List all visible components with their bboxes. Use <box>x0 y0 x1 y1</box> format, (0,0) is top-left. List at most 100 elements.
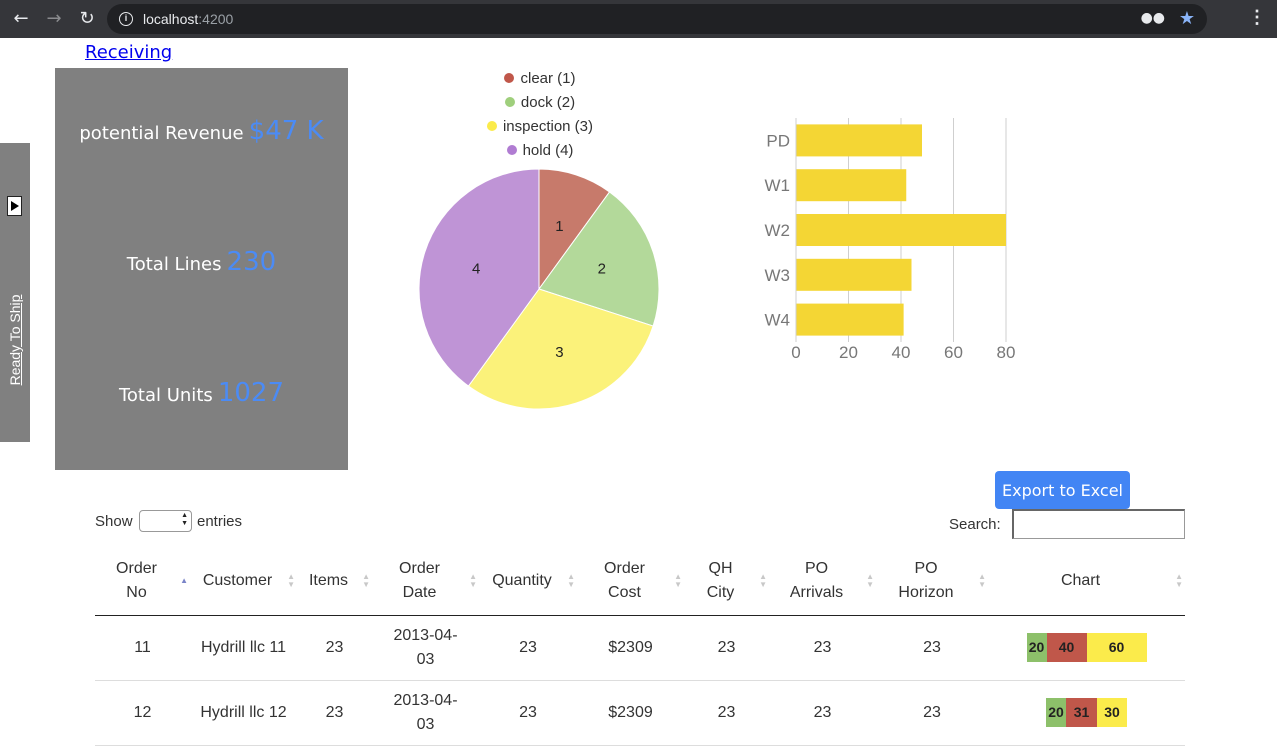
bar[interactable] <box>796 124 922 157</box>
column-header-label: Items <box>308 572 349 590</box>
sort-icon[interactable]: ▲ ▼ <box>978 572 986 590</box>
info-icon[interactable]: i <box>119 12 133 26</box>
pie-slice[interactable] <box>538 191 660 327</box>
sort-icon[interactable]: ▲ ▼ <box>759 572 767 590</box>
bar[interactable] <box>796 214 1006 246</box>
mini-bar-segment: 30 <box>1097 698 1127 727</box>
column-header-label: Quantity <box>492 572 552 590</box>
mini-bar-segment: 31 <box>1066 698 1097 727</box>
chart-cell: 20 40 60 <box>988 615 1185 681</box>
url-host: localhost <box>143 11 199 27</box>
lines-value: 230 <box>226 247 277 277</box>
bar[interactable] <box>796 258 912 291</box>
table-cell: 23 <box>479 680 577 746</box>
pie-slice[interactable] <box>418 168 540 387</box>
legend-item[interactable]: dock (2) <box>380 94 700 111</box>
sort-icon[interactable]: ▲ ▼ <box>287 572 295 590</box>
table-cell: 12 <box>95 680 190 746</box>
sort-icon[interactable]: ▲ ▼ <box>567 572 575 590</box>
legend-dot-icon <box>506 145 517 155</box>
table-cell: Hydrill llc 12 <box>190 680 297 746</box>
lines-label: Total Lines <box>126 254 222 275</box>
sort-icon[interactable]: ▲ ▼ <box>362 572 370 590</box>
search-input[interactable] <box>1012 509 1185 539</box>
mini-bar-segment: 20 <box>1026 633 1047 662</box>
pie-slice-label: 2 <box>598 261 606 278</box>
table-row[interactable]: 12 Hydrill llc 12 23 2013-04- 03 23 $2309 23 23… <box>95 680 1185 746</box>
export-excel-button[interactable]: Export to Excel <box>995 471 1130 509</box>
kebab-menu-icon[interactable]: ⋮ <box>1248 7 1266 27</box>
column-header[interactable]: Items ▲ ▼ <box>297 548 372 616</box>
entries-select[interactable] <box>139 510 192 532</box>
table-cell: 23 <box>876 615 988 681</box>
table-cell: $2309 <box>577 680 684 746</box>
table-row[interactable]: 11 Hydrill llc 11 23 2013-04- 03 23 $2309 23 23… <box>95 615 1185 681</box>
bar[interactable] <box>796 169 907 202</box>
column-header[interactable]: Quantity ▲ ▼ <box>479 548 577 616</box>
column-header[interactable]: PO Horizon ▲ ▼ <box>876 548 988 616</box>
revenue-label: potential Revenue <box>79 123 244 144</box>
y-category-label: W1 <box>765 176 791 195</box>
table-body: 11 Hydrill llc 11 23 2013-04- 03 23 $2309 23 23… <box>95 615 1185 746</box>
legend-dot-icon <box>486 121 497 131</box>
ready-to-ship-label[interactable]: Ready To Ship <box>7 294 23 386</box>
y-category-label: W2 <box>765 221 791 240</box>
table-header-row: Order No ▲ Customer ▲ ▼ Items ▲ ▼ Order Date ▲ … <box>95 548 1185 616</box>
warehouse-bar-chart: 0 20 40 60 80 PD W1 W2 W3 W4 <box>740 110 1040 370</box>
pie-slice[interactable] <box>467 288 654 410</box>
column-header[interactable]: Customer ▲ ▼ <box>190 548 297 616</box>
table-cell: 23 <box>876 680 988 746</box>
sort-icon[interactable]: ▲ ▼ <box>866 572 874 590</box>
receiving-link[interactable]: Receiving <box>85 42 173 63</box>
y-category-label: W3 <box>765 266 791 285</box>
column-header-label: Order No <box>116 560 157 602</box>
ready-to-ship-sidebar[interactable] <box>0 143 30 442</box>
units-value: 1027 <box>217 378 285 408</box>
orders-table: Order No ▲ Customer ▲ ▼ Items ▲ ▼ Order Date ▲ … <box>95 548 1185 746</box>
lines-stat: Total Lines 230 <box>55 247 348 277</box>
units-label: Total Units <box>118 385 213 406</box>
sort-icon[interactable]: ▲ ▼ <box>1175 572 1183 590</box>
expand-toggle-icon[interactable] <box>7 196 22 216</box>
address-bar[interactable]: i localhost:4200 ●● ★ <box>107 4 1207 34</box>
column-header[interactable]: Chart ▲ ▼ <box>988 548 1185 616</box>
chart-cell: 20 31 30 <box>988 680 1185 746</box>
incognito-icon[interactable]: ●● <box>1140 10 1165 26</box>
legend-label: dock (2) <box>520 94 576 111</box>
column-header[interactable]: PO Arrivals ▲ ▼ <box>769 548 876 616</box>
units-stat: Total Units 1027 <box>55 378 348 408</box>
back-arrow-icon[interactable]: ← <box>13 8 29 29</box>
bookmark-star-icon[interactable]: ★ <box>1178 8 1195 29</box>
url-port: :4200 <box>198 11 234 27</box>
legend-dot-icon <box>504 97 515 107</box>
bar[interactable] <box>796 303 904 336</box>
table-cell: $2309 <box>577 615 684 681</box>
pie-slice-label: 1 <box>555 218 563 235</box>
x-tick-label: 60 <box>944 343 963 362</box>
sort-icon[interactable]: ▲ ▼ <box>674 572 682 590</box>
column-header[interactable]: Order Cost ▲ ▼ <box>577 548 684 616</box>
legend-item[interactable]: hold (4) <box>380 142 700 159</box>
mini-stacked-bar: 20 40 60 <box>1026 633 1147 662</box>
column-header-label: Order Cost <box>604 560 645 602</box>
y-category-label: PD <box>766 131 790 150</box>
forward-arrow-icon[interactable]: → <box>46 8 62 29</box>
table-cell: 23 <box>479 615 577 681</box>
stats-panel: potential Revenue $47 K Total Lines 230 … <box>55 68 348 470</box>
pie-slice[interactable] <box>538 168 611 291</box>
table-cell: 23 <box>769 615 876 681</box>
table-cell: 23 <box>297 680 372 746</box>
column-header[interactable]: Order Date ▲ ▼ <box>372 548 479 616</box>
pie-slice-label: 3 <box>555 344 563 361</box>
sort-ascending-icon[interactable]: ▲ <box>180 576 188 586</box>
x-tick-label: 0 <box>791 343 800 362</box>
reload-icon[interactable]: ↻ <box>79 8 95 29</box>
sort-icon[interactable]: ▲ ▼ <box>469 572 477 590</box>
bar-svg: 0 20 40 60 80 PD W1 W2 W3 W4 <box>765 118 1015 362</box>
legend-dot-icon <box>504 73 515 83</box>
url-text[interactable]: localhost:4200 <box>143 11 233 27</box>
column-header[interactable]: Order No ▲ <box>95 548 190 616</box>
legend-item[interactable]: inspection (3) <box>380 118 700 135</box>
legend-item[interactable]: clear (1) <box>380 70 700 87</box>
column-header[interactable]: QH City ▲ ▼ <box>684 548 769 616</box>
